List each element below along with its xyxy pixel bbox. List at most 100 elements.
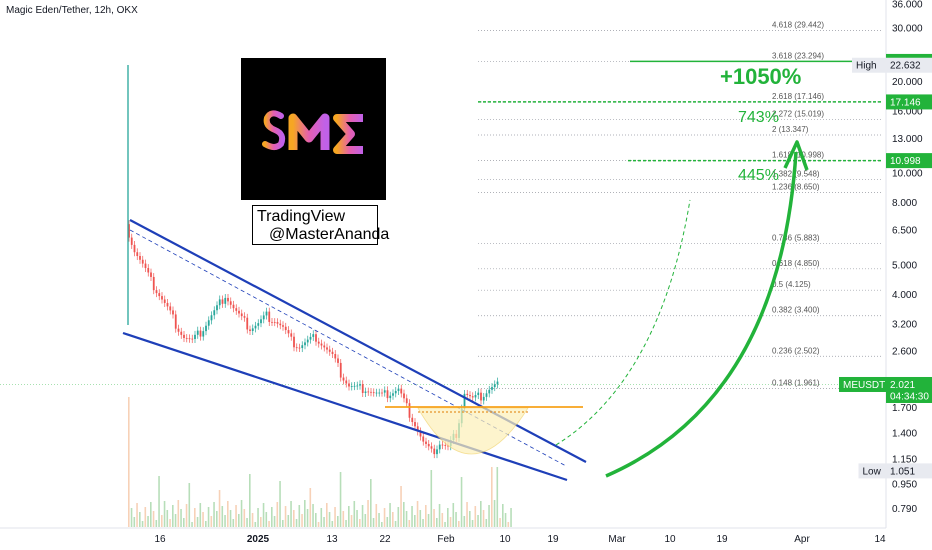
candle-body	[348, 383, 350, 387]
volume-bar	[411, 506, 413, 527]
volume-bar	[196, 517, 199, 527]
candle-body	[196, 330, 199, 335]
time-tick-label: 19	[547, 534, 559, 545]
volume-bar	[502, 504, 504, 527]
candle-body	[128, 224, 130, 238]
candle-body	[312, 334, 315, 337]
candle-body	[257, 323, 260, 326]
candle-body	[427, 443, 430, 447]
volume-bar	[510, 508, 512, 527]
price-tick-label: 2.600	[892, 347, 917, 358]
candle-body	[262, 315, 265, 320]
symbol-title: Magic Eden/Tether, 12h, OKX	[6, 5, 138, 16]
candle-body	[295, 347, 298, 349]
volume-bar	[507, 522, 510, 527]
candle-body	[463, 393, 466, 409]
candle-body	[174, 314, 177, 329]
candle-body	[482, 396, 485, 401]
volume-bar	[491, 467, 493, 527]
candle-body	[249, 329, 251, 331]
volume-bar	[306, 509, 309, 527]
volume-bar	[400, 486, 402, 527]
candle-body	[353, 385, 356, 387]
candle-body	[207, 320, 210, 326]
volume-bar	[136, 503, 138, 527]
candle-body	[246, 317, 249, 330]
volume-bar	[229, 510, 232, 527]
price-tick-label: 30.000	[892, 24, 923, 35]
candle-body	[394, 390, 397, 394]
volume-bar	[249, 474, 251, 527]
candle-body	[309, 336, 312, 340]
volume-bar	[224, 515, 226, 527]
time-tick-label: Feb	[437, 534, 455, 545]
candle-body	[496, 381, 499, 385]
candle-body	[139, 256, 141, 260]
price-tag-value: 17.146	[890, 97, 921, 108]
candle-body	[155, 290, 158, 294]
volume-bar	[128, 397, 130, 527]
volume-bar	[254, 522, 257, 527]
price-tag-box	[886, 376, 932, 403]
candle-body	[408, 403, 411, 418]
volume-bar	[480, 501, 482, 527]
candle-body	[425, 441, 427, 444]
candle-body	[422, 436, 425, 442]
volume-bar	[180, 509, 182, 527]
candle-body	[438, 444, 441, 450]
gain-annotation: 445%	[738, 167, 779, 184]
candle-body	[284, 326, 287, 331]
volume-bar	[469, 511, 471, 527]
volume-bar	[378, 513, 380, 527]
candle-body	[419, 431, 422, 437]
volume-bar	[152, 511, 155, 527]
volume-bar	[414, 515, 416, 527]
candle-body	[273, 322, 276, 323]
candle-body	[161, 296, 163, 300]
volume-bar	[430, 470, 433, 527]
candle-body	[328, 349, 331, 352]
candle-body	[491, 387, 493, 390]
projection-dashed-curve	[555, 199, 691, 446]
candle-body	[213, 310, 216, 316]
candle-body	[337, 358, 339, 363]
volume-bar	[348, 506, 350, 527]
candle-body	[183, 334, 185, 338]
candle-body	[416, 426, 419, 432]
fib-level-label: 0.5 (4.125)	[772, 280, 811, 289]
volume-bar	[466, 502, 468, 527]
volume-bar	[251, 513, 254, 527]
candle-body	[367, 391, 370, 393]
volume-bar	[474, 506, 477, 527]
wedge-lower-line	[122, 331, 568, 482]
volume-bar	[202, 512, 204, 527]
volume-bar	[276, 502, 279, 527]
price-tag-label-box	[852, 57, 886, 73]
time-tick-label: 22	[379, 534, 391, 545]
candle-body	[403, 393, 405, 399]
volume-bar	[216, 511, 218, 527]
candle-body	[202, 331, 205, 337]
candle-body	[271, 321, 273, 323]
tradingview-credit: TradingView @MasterAnanda	[252, 205, 389, 245]
volume-bar	[339, 472, 342, 527]
fib-level-label: 4.618 (29.442)	[772, 20, 824, 29]
magic-eden-logo	[241, 58, 386, 200]
volume-bar	[161, 515, 163, 527]
candle-body	[218, 299, 221, 306]
volume-bar	[350, 515, 353, 527]
volume-bar	[265, 512, 268, 527]
price-tag-label: Low	[863, 466, 882, 477]
candle-body	[378, 392, 381, 394]
candle-body	[447, 445, 449, 447]
candle-body	[169, 306, 172, 311]
volume-bar	[477, 515, 479, 527]
candle-body	[342, 377, 345, 381]
fib-level-label: 3.618 (23.294)	[772, 51, 824, 60]
candle-body	[430, 446, 433, 449]
volume-bar	[482, 510, 485, 527]
volume-bar	[158, 476, 160, 527]
volume-bar	[460, 477, 463, 527]
time-tick-label: 10	[499, 534, 511, 545]
